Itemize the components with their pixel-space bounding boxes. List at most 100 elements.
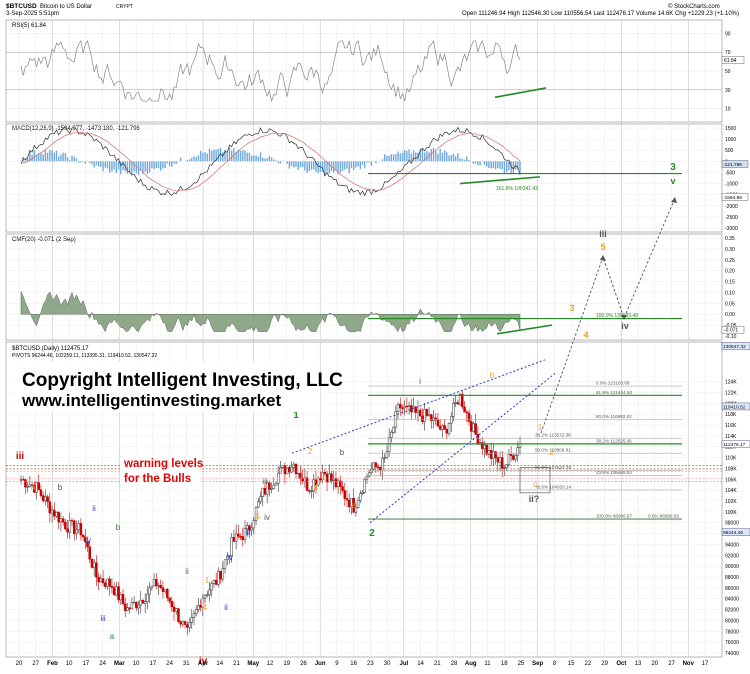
candle-body [345,498,349,501]
fib-label: 0.0% 123163.08 [596,381,630,386]
x-tick-label: 29 [601,661,608,667]
projection-path [540,197,676,434]
cmf-label: CMF(20) -0.071 (2 Sep) [12,237,76,243]
wave-label: 2 [369,528,375,539]
x-tick-label: 18 [501,661,508,667]
x-tick-label: Jul [399,661,408,667]
candle-body [172,606,176,612]
x-tick-label: 26 [300,661,307,667]
candle-body [46,496,49,502]
cmf-tick-label: -0.10 [725,334,737,340]
cmf-area [20,291,521,333]
candle-body [323,472,327,475]
candle-body [86,541,89,548]
candle-body [334,478,338,488]
wave-label: iv [264,513,270,522]
candle-body [512,455,515,460]
price-tick-label: 86000 [725,586,739,592]
x-tick-label: 21 [233,661,240,667]
candle-body [19,479,23,481]
candle-body [163,588,167,592]
warning-line-2: for the Bulls [124,473,191,485]
rsi-tick-label: 70 [725,50,731,56]
price-tick-label: 100K [725,510,737,516]
candle-body [35,482,38,493]
candle-body [194,609,198,615]
price-tick-label: 76000 [725,640,739,646]
x-tick-label: 20 [651,661,658,667]
candle-body [374,462,378,468]
wave-label: 3 [670,162,676,173]
panel-frames [5,19,723,658]
candle-body [445,429,449,434]
candle-body [418,409,422,417]
x-tick-label: 25 [518,661,525,667]
candle-body [119,594,123,601]
candle-body [396,404,400,412]
rsi-trendline [494,87,547,99]
candle-body [277,472,280,484]
cmf-readout-box [721,325,745,334]
x-tick-label: 11 [484,661,491,667]
warning-box [120,455,200,487]
candle-body [339,480,342,487]
macd-readout-box [721,160,749,168]
candle-body [59,518,63,523]
candle-body [150,585,154,589]
x-tick-label: 14 [216,661,223,667]
candle-body [143,601,147,604]
candle-body [296,472,300,475]
candle-body [24,479,27,488]
candle-body [190,617,194,623]
x-tick-label: Aug [465,661,477,667]
wave-label: ii? [529,494,540,504]
candle-body [199,605,202,608]
brand-label: © StockCharts.com [668,3,720,10]
candle-body [454,402,457,404]
candle-body [168,597,171,602]
candle-body [146,593,149,602]
fib-label: 38.2% 113572.38 [535,433,571,438]
macd-tick-label: 1000 [725,137,736,143]
candle-body [186,624,189,628]
rsi-line [20,39,521,103]
candle-body [268,482,271,490]
wave-label: i [419,377,421,386]
candle-body [332,478,335,481]
candle-body [430,414,433,421]
symbol-label: $BTCUSD [6,3,37,10]
wave-label: b [58,483,63,492]
candle-body [401,407,404,409]
copyright-line-2: www.intelligentinvesting.market [21,391,281,410]
candle-body [64,521,67,530]
candle-body [516,447,520,456]
candle-body [410,405,413,413]
candle-body [48,501,52,514]
fib-label: 0.0% 98686.58 [648,513,679,518]
x-tick-label: 9 [335,661,339,667]
candle-body [285,467,289,475]
wave-label: iv [199,656,208,667]
candle-body [279,467,282,474]
candle-body [228,555,231,557]
macd-trendline [459,176,541,185]
price-tick-label: 98000 [725,521,739,527]
candle-body [390,432,393,438]
candle-body [44,496,47,501]
candle-body [354,507,358,513]
chart-marks [540,197,677,434]
candle-body [308,490,311,492]
price-tick-label: 94000 [725,542,739,548]
fib-label: 38.2% 112525.66 [596,438,632,443]
candle-body [117,586,120,601]
macd-panel: MACD(12,26,9) -1594.977, -1473.180, -121… [6,126,749,232]
ohlc-readout: Open 111246.94 High 112546.30 Low 110556… [462,11,739,17]
candle-body [92,562,96,568]
wave-label: iv [85,536,91,545]
symbol-name: Bitcoin to US Dollar [40,4,92,10]
candle-body [72,520,76,534]
candle-body [97,576,100,583]
price-tick-label: 108K [725,466,737,472]
x-tick-label: 31 [183,661,190,667]
